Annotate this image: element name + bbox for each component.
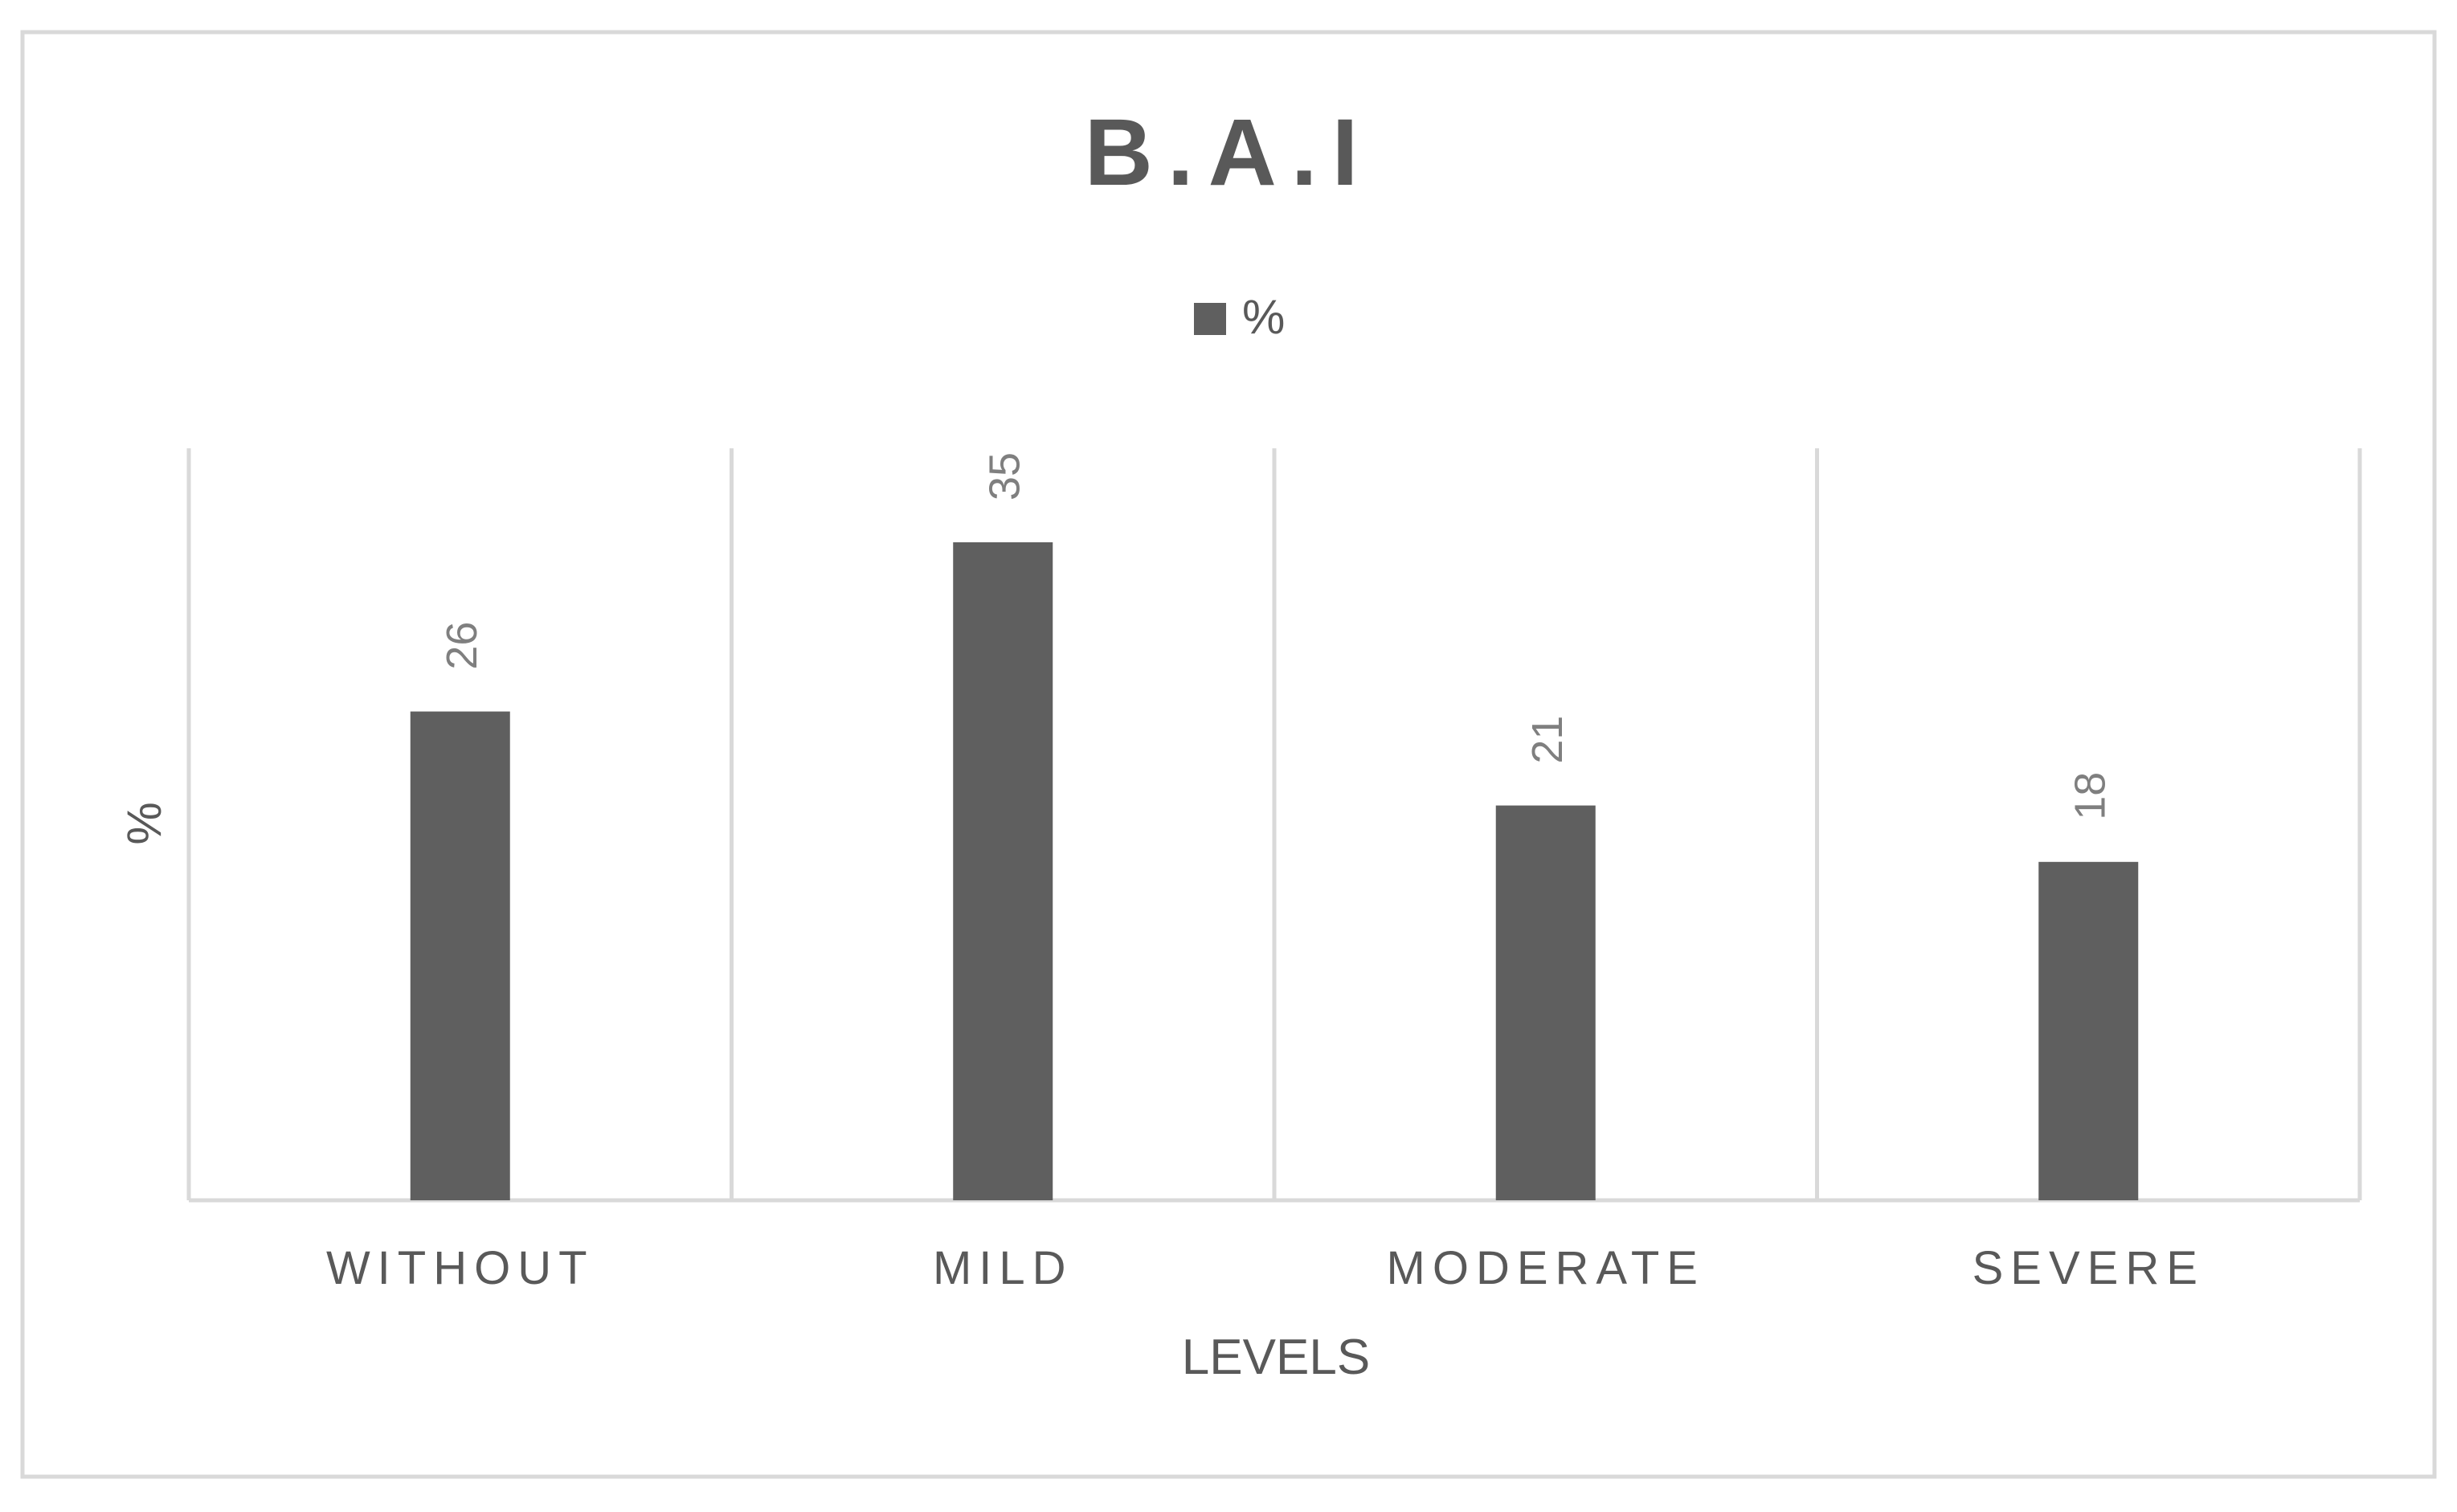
data-labels: 26 35 21 18 [438, 452, 2115, 820]
bars [410, 542, 2139, 1200]
data-label: 26 [438, 622, 486, 670]
chart-title: B.A.I [1085, 100, 1373, 206]
legend: % [1194, 290, 1285, 344]
data-label: 35 [980, 452, 1028, 501]
category-label: WITHOUT [326, 1242, 595, 1294]
legend-label: % [1242, 290, 1285, 344]
category-label: SEVERE [1973, 1242, 2205, 1294]
legend-swatch [1194, 303, 1226, 335]
category-labels: WITHOUT MILD MODERATE SEVERE [326, 1242, 2205, 1294]
bar-without [410, 711, 510, 1200]
bar-severe [2038, 861, 2139, 1200]
bar-mild [953, 542, 1053, 1200]
gridlines [186, 448, 2362, 1203]
data-label: 21 [1523, 716, 1572, 764]
bar-moderate [1495, 805, 1596, 1200]
y-axis-label: % [117, 802, 171, 844]
x-axis-label: LEVELS [1182, 1330, 1370, 1385]
category-label: MODERATE [1387, 1242, 1705, 1294]
data-label: 18 [2066, 772, 2114, 820]
category-label: MILD [933, 1242, 1073, 1294]
